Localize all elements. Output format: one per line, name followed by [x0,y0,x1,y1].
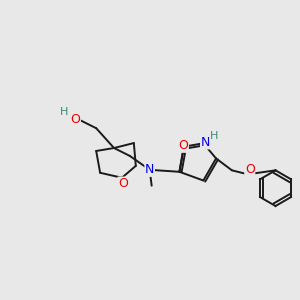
Text: H: H [60,107,69,117]
Text: O: O [245,163,255,176]
Text: N: N [201,136,210,149]
Text: N: N [145,163,154,176]
Text: O: O [118,177,128,190]
Text: O: O [70,113,80,126]
Text: O: O [178,139,188,152]
Text: N: N [178,139,188,152]
Text: H: H [210,131,218,141]
